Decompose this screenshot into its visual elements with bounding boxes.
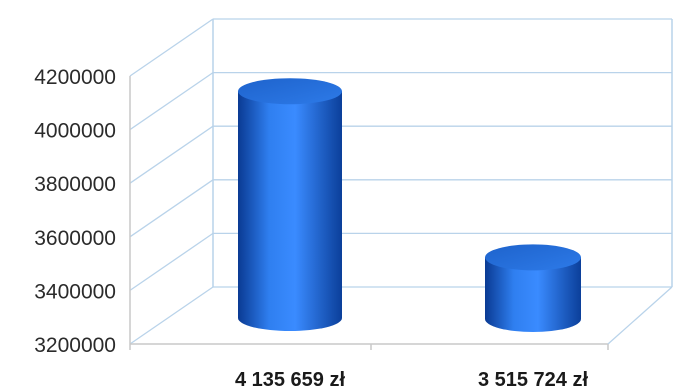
bar-top-cap <box>238 78 342 105</box>
side-gridline <box>129 286 214 345</box>
y-tick-label: 3200000 <box>34 334 116 357</box>
bar-top-cap <box>485 244 581 271</box>
y-tick-label: 4200000 <box>34 66 116 89</box>
side-gridline <box>129 232 214 291</box>
axes <box>129 76 609 350</box>
side-gridline <box>129 125 214 184</box>
y-tick-label: 3800000 <box>34 173 116 196</box>
bar-body <box>238 91 342 332</box>
side-gridline <box>129 18 214 77</box>
y-tick-label: 3600000 <box>34 227 116 250</box>
category-label: 4 135 659 zł <box>235 369 346 387</box>
bar <box>238 78 342 332</box>
category-label: 3 515 724 zł <box>478 369 589 387</box>
bar <box>485 244 581 332</box>
y-axis-tick-labels: 3200000 3400000 3600000 3800000 4000000 42000… <box>34 66 116 357</box>
y-tick-label: 3400000 <box>34 280 116 303</box>
bars <box>238 78 581 332</box>
floor-right-edge <box>607 286 673 345</box>
y-tick-label: 4000000 <box>34 120 116 143</box>
x-axis-category-labels: 4 135 659 zł 3 515 724 zł <box>235 369 589 387</box>
side-gridline <box>129 72 214 131</box>
bar-body <box>485 257 581 332</box>
grid <box>129 18 673 345</box>
side-gridline <box>129 179 214 238</box>
